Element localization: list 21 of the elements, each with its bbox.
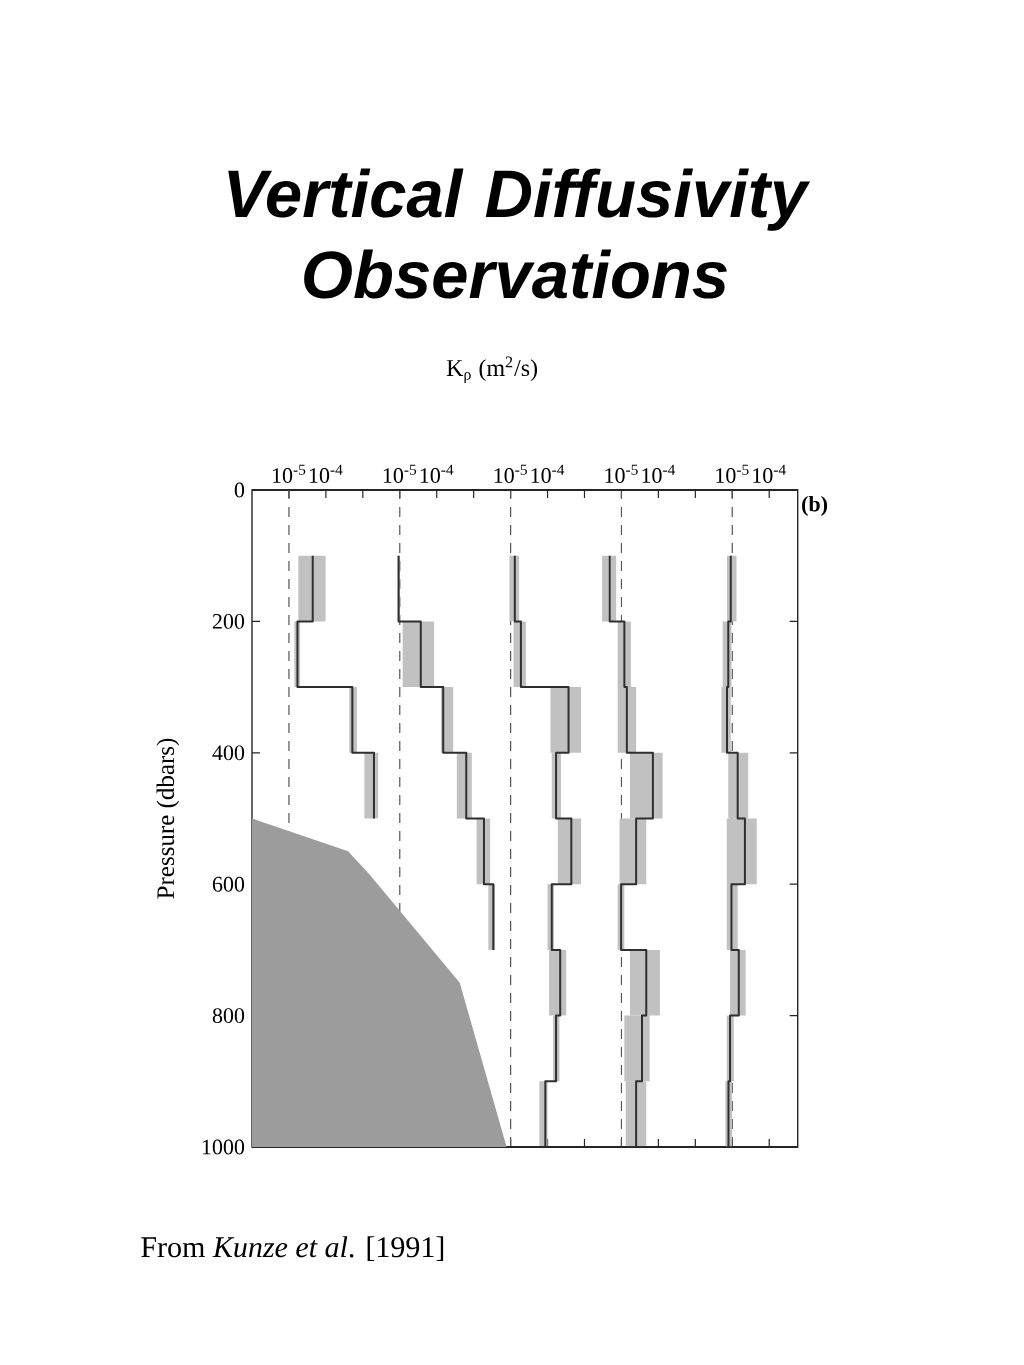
y-axis-title: Pressure (dbars) <box>156 738 180 899</box>
x-tick-label: 10$^{-4}$ <box>309 464 343 483</box>
text: From Kunze et al. [1991] <box>141 1236 444 1262</box>
chart-title: Vertical Diffusivity Observations <box>228 168 811 299</box>
y-tick-label: 400 <box>212 745 245 761</box>
x-tick-label: 10$^{-4}$ <box>753 464 786 483</box>
y-tick-label: 600 <box>212 876 245 892</box>
y-tick-label: 1000 <box>202 1139 245 1155</box>
y-tick-label: 800 <box>212 1008 245 1024</box>
x-tick-label: 10$^{-5}$ <box>383 464 417 483</box>
x-tick-label: 10$^{-5}$ <box>494 464 527 483</box>
text: (b) <box>802 496 828 516</box>
x-axis-title: K$_{ρ}$ (m$^{2}$/s) <box>446 356 538 383</box>
x-tick-label: 10$^{-5}$ <box>272 464 306 483</box>
x-tick-label: 10$^{-4}$ <box>642 464 676 483</box>
y-tick-label: 0 <box>234 482 245 498</box>
x-tick-label: 10$^{-5}$ <box>605 464 638 483</box>
x-tick-label: 10$^{-4}$ <box>531 464 565 483</box>
y-tick-label: 200 <box>212 613 245 629</box>
x-tick-label: 10$^{-5}$ <box>716 464 749 483</box>
x-tick-label: 10$^{-4}$ <box>420 464 454 483</box>
